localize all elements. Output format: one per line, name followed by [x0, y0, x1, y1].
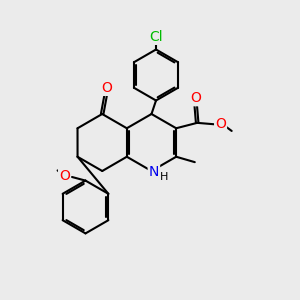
Text: O: O — [215, 117, 226, 131]
Text: Cl: Cl — [149, 30, 163, 44]
Text: O: O — [190, 91, 201, 105]
Text: N: N — [149, 165, 159, 178]
Text: O: O — [101, 81, 112, 95]
Text: O: O — [59, 169, 70, 182]
Text: H: H — [160, 172, 168, 182]
